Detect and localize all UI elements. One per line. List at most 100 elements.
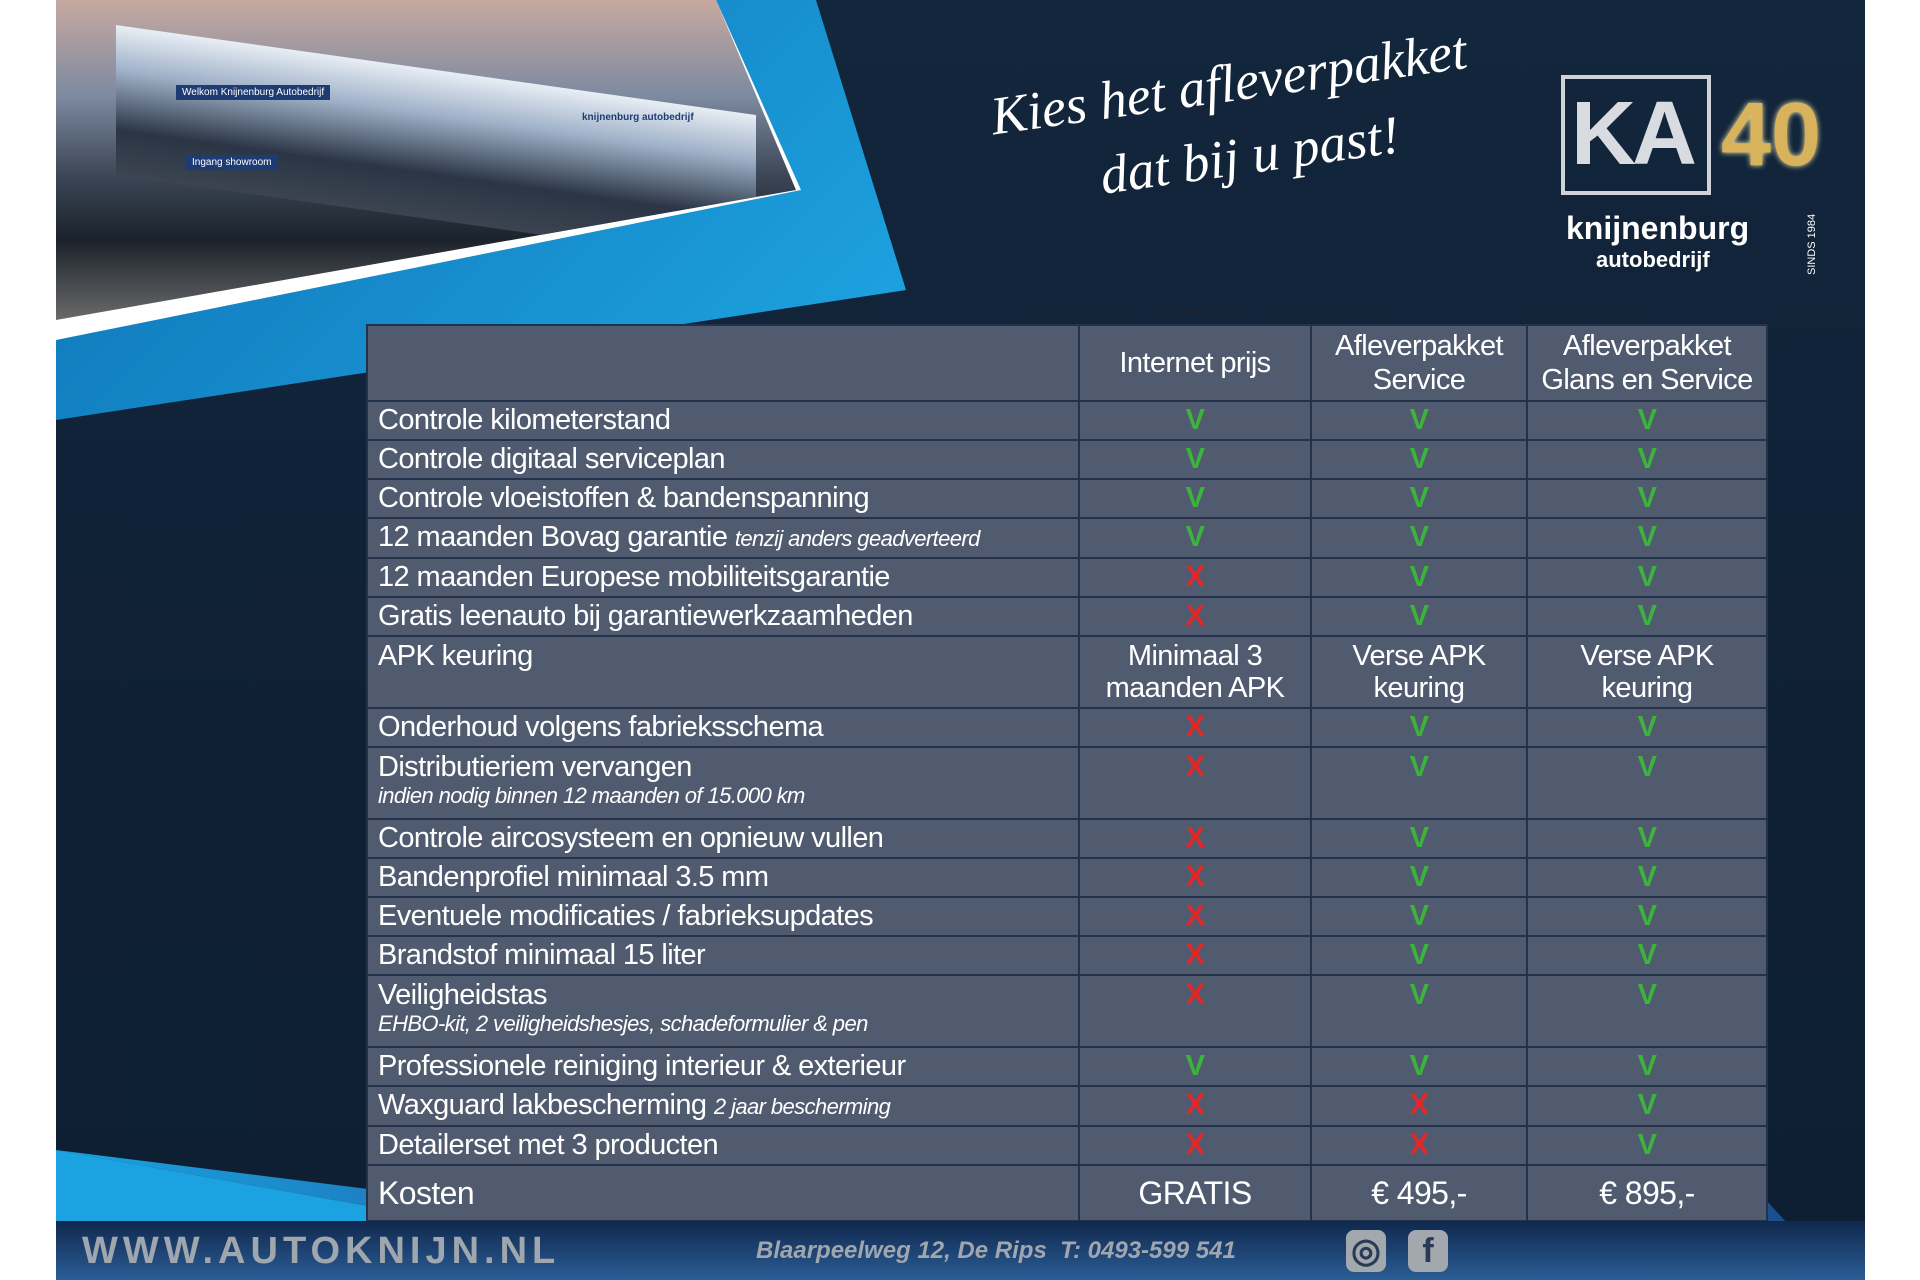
table-cell: V bbox=[1526, 974, 1768, 1048]
row-label-text: Brandstof minimaal 15 liter bbox=[378, 939, 706, 971]
row-label: Professionele reiniging interieur & exte… bbox=[366, 1046, 1080, 1087]
check-mark: V bbox=[1637, 939, 1657, 971]
cross-mark: X bbox=[1185, 1089, 1205, 1121]
table-row: Veiligheidstas EHBO-kit, 2 veiligheidshes… bbox=[366, 974, 1768, 1048]
table-cell: X bbox=[1078, 896, 1312, 937]
table-cell: X bbox=[1078, 818, 1312, 859]
row-label-text: Detailerset met 3 producten bbox=[378, 1129, 719, 1161]
table-cell: V bbox=[1078, 517, 1312, 559]
table-row: 12 maanden Europese mobiliteitsgarantie X… bbox=[366, 557, 1768, 598]
table-cell: V bbox=[1526, 400, 1768, 441]
cost-value: € 495,- bbox=[1310, 1164, 1528, 1222]
cross-mark: X bbox=[1409, 1129, 1429, 1161]
row-subtext: EHBO-kit, 2 veiligheidshesjes, schadefor… bbox=[378, 1011, 868, 1036]
photo-sign-welcome: Welkom Knijnenburg Autobedrijf bbox=[176, 85, 331, 100]
row-label-text: APK keuring bbox=[378, 640, 533, 672]
table-cell: V bbox=[1526, 478, 1768, 519]
check-mark: V bbox=[1409, 979, 1429, 1011]
cell-text: Minimaal 3 maanden APK bbox=[1105, 640, 1285, 704]
table-cell: V bbox=[1526, 1085, 1768, 1127]
check-mark: V bbox=[1409, 939, 1429, 971]
check-mark: V bbox=[1637, 1089, 1657, 1121]
cross-mark: X bbox=[1409, 1089, 1429, 1121]
table-cell: V bbox=[1526, 517, 1768, 559]
logo-anniversary: 40 bbox=[1721, 85, 1822, 185]
table-cell: V bbox=[1526, 857, 1768, 898]
table-cell: X bbox=[1078, 557, 1312, 598]
row-note: 2 jaar bescherming bbox=[713, 1094, 891, 1119]
table-row: Detailerset met 3 producten X X V bbox=[366, 1125, 1768, 1166]
cell-text: Verse APK keuring bbox=[1352, 640, 1486, 704]
table-cell: V bbox=[1526, 935, 1768, 976]
logo-name: knijnenburg bbox=[1566, 210, 1750, 246]
check-mark: V bbox=[1637, 443, 1657, 475]
table-row: Waxguard lakbescherming 2 jaar beschermi… bbox=[366, 1085, 1768, 1127]
check-mark: V bbox=[1185, 443, 1205, 475]
website-link[interactable]: WWW.AUTOKNIJN.NL bbox=[82, 1230, 561, 1272]
table-cell: Minimaal 3 maanden APK bbox=[1078, 635, 1312, 709]
row-label: Distributieriem vervangen indien nodig bi… bbox=[366, 746, 1080, 820]
row-label: Onderhoud volgens fabrieksschema bbox=[366, 707, 1080, 748]
row-label: Controle vloeistoffen & bandenspanning bbox=[366, 478, 1080, 519]
row-label: Controle kilometerstand bbox=[366, 400, 1080, 441]
row-label-text: Controle kilometerstand bbox=[378, 404, 671, 436]
table-cell: V bbox=[1526, 896, 1768, 937]
table-cell: V bbox=[1526, 707, 1768, 748]
table-cell: V bbox=[1078, 400, 1312, 441]
photo-sign-entrance: Ingang showroom bbox=[186, 155, 278, 170]
company-logo: KA 40 knijnenburg autobedrijf SINDS 1984 bbox=[1561, 75, 1851, 275]
check-mark: V bbox=[1409, 1050, 1429, 1082]
row-label: Veiligheidstas EHBO-kit, 2 veiligheidshes… bbox=[366, 974, 1080, 1048]
table-cell: V bbox=[1526, 746, 1768, 820]
table-row: Eventuele modificaties / fabrieksupdates… bbox=[366, 896, 1768, 937]
row-label-text: 12 maanden Bovag garantie bbox=[378, 521, 728, 553]
check-mark: V bbox=[1409, 711, 1429, 743]
cost-row: Kosten GRATIS € 495,- € 895,- bbox=[366, 1164, 1768, 1222]
row-label-text: Professionele reiniging interieur & exte… bbox=[378, 1050, 906, 1082]
row-label: Waxguard lakbescherming 2 jaar beschermi… bbox=[366, 1085, 1080, 1127]
row-label-text: Bandenprofiel minimaal 3.5 mm bbox=[378, 861, 769, 893]
table-cell: X bbox=[1310, 1125, 1528, 1166]
facebook-icon[interactable]: f bbox=[1408, 1230, 1448, 1272]
row-label-text: Waxguard lakbescherming bbox=[378, 1089, 707, 1121]
table-row: Gratis leenauto bij garantiewerkzaamhede… bbox=[366, 596, 1768, 637]
check-mark: V bbox=[1409, 751, 1429, 783]
instagram-icon[interactable]: ◎ bbox=[1346, 1230, 1386, 1272]
table-header: Internet prijs Afleverpakket Service Aflev… bbox=[366, 324, 1768, 402]
cross-mark: X bbox=[1185, 861, 1205, 893]
table-row: APK keuring Minimaal 3 maanden APK Verse A… bbox=[366, 635, 1768, 709]
check-mark: V bbox=[1185, 482, 1205, 514]
table-cell: V bbox=[1310, 557, 1528, 598]
logo-sub: autobedrijf bbox=[1596, 247, 1710, 272]
check-mark: V bbox=[1637, 404, 1657, 436]
row-note: tenzij anders geadverteerd bbox=[734, 526, 981, 551]
row-label-text: Controle aircosysteem en opnieuw vullen bbox=[378, 822, 884, 854]
table-cell: V bbox=[1078, 478, 1312, 519]
slogan: Kies het afleverpakket dat bij u past! bbox=[986, 13, 1482, 226]
table-cell: V bbox=[1526, 818, 1768, 859]
cross-mark: X bbox=[1185, 561, 1205, 593]
cost-value: € 895,- bbox=[1526, 1164, 1768, 1222]
check-mark: V bbox=[1637, 521, 1657, 553]
photo-sign-brand: knijnenburg autobedrijf bbox=[582, 112, 694, 123]
table-cell: V bbox=[1526, 439, 1768, 480]
row-label: Gratis leenauto bij garantiewerkzaamhede… bbox=[366, 596, 1080, 637]
cross-mark: X bbox=[1185, 900, 1205, 932]
table-cell: V bbox=[1526, 1046, 1768, 1087]
check-mark: V bbox=[1185, 1050, 1205, 1082]
table-cell: V bbox=[1310, 707, 1528, 748]
header-empty bbox=[366, 324, 1080, 402]
table-cell: X bbox=[1310, 1085, 1528, 1127]
row-label-text: Controle vloeistoffen & bandenspanning bbox=[378, 482, 870, 514]
check-mark: V bbox=[1637, 482, 1657, 514]
check-mark: V bbox=[1637, 600, 1657, 632]
table-cell: X bbox=[1078, 596, 1312, 637]
cross-mark: X bbox=[1185, 979, 1205, 1011]
cross-mark: X bbox=[1185, 1129, 1205, 1161]
row-label: APK keuring bbox=[366, 635, 1080, 709]
table-cell: X bbox=[1078, 935, 1312, 976]
table-cell: V bbox=[1310, 935, 1528, 976]
table-cell: V bbox=[1310, 746, 1528, 820]
column-header: Afleverpakket Glans en Service bbox=[1526, 324, 1768, 402]
table-row: Controle aircosysteem en opnieuw vullen X… bbox=[366, 818, 1768, 859]
